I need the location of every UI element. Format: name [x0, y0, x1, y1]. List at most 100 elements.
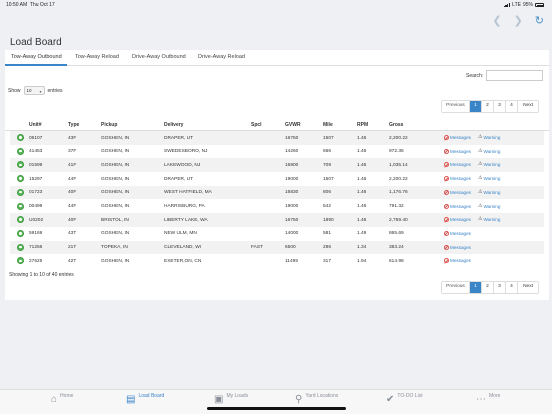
tabbar-todo-list[interactable]: ✔ TO-DO List: [386, 393, 423, 405]
cell-gvwr: 16750: [285, 135, 299, 141]
status-icon[interactable]: [17, 175, 24, 183]
next-button[interactable]: Next: [517, 101, 538, 112]
network-label: LTE: [512, 2, 521, 8]
page-3-button[interactable]: 3: [493, 282, 505, 293]
table-row[interactable]: 71256 21T TOPEKA, IN CLEVELAND, WI FAST 6500 2…: [10, 240, 544, 255]
tab-drive-away-outbound[interactable]: Drive-Away Outbound: [132, 54, 186, 60]
column-header-spcl[interactable]: Spcl: [251, 122, 262, 128]
warning-link[interactable]: ⚠ Warning: [478, 202, 500, 209]
chevron-right-icon[interactable]: ❯: [513, 15, 523, 27]
cell-gvwr: 16750: [285, 217, 299, 223]
column-header-pickup[interactable]: Pickup: [101, 122, 118, 128]
cell-type: 42T: [68, 258, 77, 264]
column-header-delivery[interactable]: Delivery: [164, 122, 184, 128]
entries-select[interactable]: 10 ▾: [23, 86, 45, 95]
table-row[interactable]: 00499 44F GOSHEN, IN HARRISBURG, PA 19000 542…: [10, 200, 544, 214]
tabbar-yard-locations[interactable]: ⚲ Yard Locations: [295, 393, 339, 405]
messages-link[interactable]: Messages: [444, 189, 471, 195]
messages-label: Messages: [450, 230, 471, 236]
warning-link[interactable]: ⚠ Warning: [478, 217, 501, 223]
status-icon[interactable]: [17, 134, 24, 141]
page-4-button[interactable]: 4: [505, 101, 517, 112]
warning-link[interactable]: ⚠ Warning: [478, 176, 500, 182]
table-row[interactable]: U0202 40F BRISTOL, IN LIBERTY LAKE, WA 16750…: [10, 213, 544, 227]
tabbar-load-board[interactable]: ▤ Load Board: [126, 393, 165, 405]
status-icon[interactable]: [17, 202, 24, 210]
warning-link[interactable]: ⚠ Warning: [478, 189, 500, 195]
messages-link[interactable]: Messages: [444, 217, 471, 223]
messages-link[interactable]: Messages: [444, 135, 471, 140]
status-icon[interactable]: [17, 257, 24, 265]
cell-gvwr: 16800: [285, 162, 299, 168]
tab-tow-away-reload[interactable]: Tow-Away Reload: [75, 54, 119, 60]
cell-pickup: GOSHEN, IN: [101, 231, 130, 237]
cell-rpm: 1.46: [357, 149, 367, 155]
column-header-type[interactable]: Type: [68, 122, 80, 128]
table-row[interactable]: 01723 40F GOSHEN, IN WEST HATFIELD, MA 16830…: [10, 185, 544, 200]
warning-link[interactable]: ⚠ Warning: [478, 147, 500, 154]
messages-link[interactable]: Messages: [444, 203, 471, 209]
no-entry-icon: [444, 244, 449, 250]
tab-tow-away-outbound[interactable]: Tow-Away Outbound: [11, 54, 62, 60]
status-icon[interactable]: [17, 147, 24, 155]
tab-drive-away-reload[interactable]: Drive-Away Reload: [198, 54, 245, 60]
warning-label: Warning: [483, 217, 501, 223]
messages-label: Messages: [450, 176, 471, 182]
page-1-button[interactable]: 1: [469, 282, 481, 293]
cell-gvwr: 6500: [285, 245, 296, 251]
table-row[interactable]: 06107 43F GOSHEN, IN DRAPER, UT 16750 1507 1.4…: [10, 131, 544, 145]
status-icon[interactable]: [17, 229, 24, 237]
page-2-button[interactable]: 2: [481, 101, 493, 112]
tabbar-my-loads[interactable]: ▣ My Loads: [214, 393, 249, 405]
cell-mile: 1890: [323, 217, 334, 223]
page-1-button[interactable]: 1: [469, 101, 481, 112]
home-indicator: [207, 407, 346, 410]
next-button[interactable]: Next: [517, 282, 538, 293]
cell-mile: 286: [323, 245, 332, 251]
messages-link[interactable]: Messages: [444, 176, 471, 182]
status-icon[interactable]: [17, 161, 24, 169]
refresh-icon[interactable]: ↻: [534, 15, 544, 27]
table-row[interactable]: 41453 37F GOSHEN, IN SWEDESBORO, NJ 14260 666…: [10, 145, 544, 159]
table-row[interactable]: 15297 44F GOSHEN, IN DRAPER, UT 19000 1507 1.4…: [10, 172, 544, 186]
no-entry-icon: [444, 258, 449, 264]
cell-type: 44F: [68, 204, 77, 209]
warning-link[interactable]: ⚠ Warning: [478, 135, 500, 141]
cell-type: 21T: [68, 245, 77, 251]
status-time: 10:50 AM Thu Oct 17: [6, 2, 55, 8]
cell-pickup: GOSHEN, IN: [101, 258, 130, 264]
cell-gross: 972.36: [389, 149, 404, 155]
messages-link[interactable]: Messages: [444, 244, 471, 250]
tabbar-more[interactable]: ⋯ More: [476, 393, 501, 405]
search-input[interactable]: [486, 70, 543, 81]
chevron-down-icon: ▾: [39, 89, 42, 94]
column-header-rpm[interactable]: RPM: [357, 122, 369, 128]
previous-button[interactable]: Previous: [442, 101, 469, 112]
previous-button[interactable]: Previous: [442, 282, 469, 293]
warning-icon: ⚠: [478, 202, 483, 209]
column-header-gross[interactable]: Gross: [389, 122, 404, 128]
page-2-button[interactable]: 2: [481, 282, 493, 293]
table-row[interactable]: 27625 42T GOSHEN, IN EXETER,ON, CN 11495 317 1…: [10, 254, 544, 268]
cell-rpm: 1.46: [357, 190, 367, 196]
tabbar-home[interactable]: ⌂ Home: [51, 393, 74, 405]
status-icon[interactable]: [17, 188, 24, 196]
status-icon[interactable]: [17, 216, 24, 224]
table-row[interactable]: 01599 41F GOSHEN, IN LAKEWOOD, NJ 16800 709 1.…: [10, 158, 544, 172]
warning-icon: ⚠: [478, 147, 483, 154]
messages-link[interactable]: Messages: [444, 230, 471, 236]
page-3-button[interactable]: 3: [493, 101, 505, 112]
table-row[interactable]: 59169 43T GOSHEN, IN NEW ULM, MN 14000 581 1.4…: [10, 227, 544, 241]
warning-link[interactable]: ⚠ Warning: [478, 162, 500, 168]
page-4-button[interactable]: 4: [505, 282, 517, 293]
cell-delivery: NEW ULM, MN: [164, 231, 197, 237]
chevron-left-icon[interactable]: ❮: [492, 15, 502, 27]
status-icon[interactable]: [17, 243, 24, 251]
messages-link[interactable]: Messages: [444, 148, 471, 154]
column-header-unit[interactable]: Unit#: [29, 122, 42, 128]
messages-link[interactable]: Messages: [444, 258, 471, 264]
column-header-gvwr[interactable]: GVWR: [285, 122, 301, 128]
cell-mile: 666: [323, 149, 332, 155]
column-header-mile[interactable]: Mile: [323, 122, 333, 128]
messages-link[interactable]: Messages: [444, 162, 471, 168]
